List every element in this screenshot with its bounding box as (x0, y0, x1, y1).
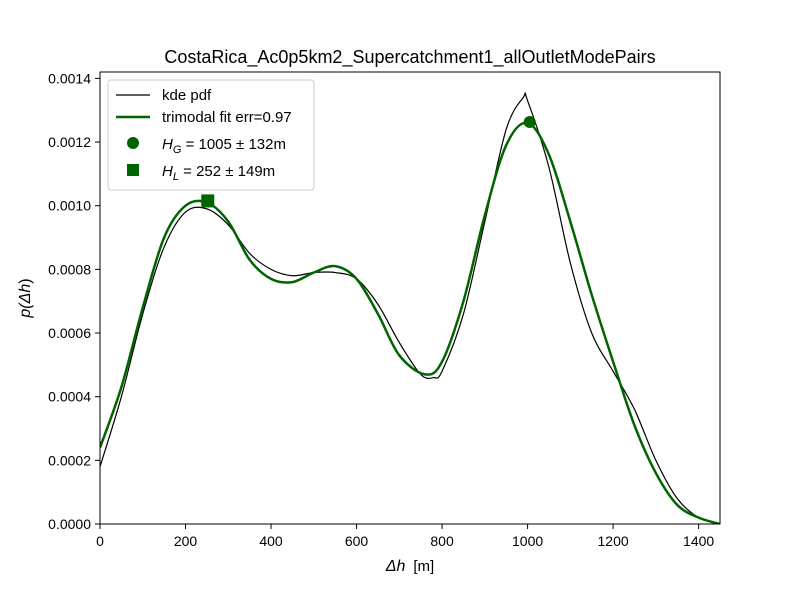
plot-frame (99, 71, 721, 525)
legend-hl-var: H (162, 163, 173, 180)
x-tick-label: 200 (174, 533, 198, 549)
x-axis-label: Δh [m] (385, 558, 434, 575)
legend-box (107, 79, 315, 191)
x-tick-label: 800 (430, 533, 454, 549)
legend-hg-swatch (127, 137, 139, 149)
x-axis: 0 200 400 600 800 1000 1200 1400 (96, 524, 714, 549)
y-tick-label: 0.0012 (48, 134, 91, 150)
x-tick-label: 1200 (598, 533, 629, 549)
legend-hl-rest: = 252 ± 149m (179, 163, 275, 180)
y-tick-label: 0.0004 (48, 389, 91, 405)
y-tick-label: 0.0008 (48, 261, 91, 277)
series-layer (100, 92, 720, 524)
x-axis-label-unit: [m] (413, 558, 434, 575)
x-tick-label: 1400 (683, 533, 714, 549)
marker-h-l (201, 194, 215, 208)
legend-fit-label: trimodal fit err=0.97 (162, 109, 292, 126)
legend-hg-sub: G (173, 144, 182, 156)
series-line-trimodal-fit (100, 121, 720, 524)
y-tick-label: 0.0010 (48, 198, 91, 214)
x-tick-label: 400 (259, 533, 283, 549)
legend-hl-swatch (127, 164, 139, 176)
y-tick-label: 0.0014 (48, 70, 91, 86)
legend-hl-label: HL = 252 ± 149m (162, 163, 275, 183)
legend-hg-var: H (162, 136, 173, 153)
x-tick-label: 600 (345, 533, 369, 549)
marker-layer (201, 115, 536, 208)
legend-hl-sub: L (173, 171, 179, 183)
x-axis-label-var: Δh (385, 558, 406, 575)
y-tick-label: 0.0000 (48, 516, 91, 532)
chart-title: CostaRica_Ac0p5km2_Supercatchment1_allOu… (164, 47, 655, 68)
marker-h-g (523, 115, 536, 128)
plot-area (99, 71, 721, 525)
y-tick-label: 0.0002 (48, 452, 91, 468)
y-axis-label: p(Δh) (17, 278, 34, 318)
y-axis: 0.0000 0.0002 0.0004 0.0006 0.0008 0.0010 0.00… (48, 70, 100, 532)
y-tick-label: 0.0006 (48, 325, 91, 341)
legend: kde pdf trimodal fit err=0.97 HG = 1005 … (107, 79, 315, 191)
legend-hg-label: HG = 1005 ± 132m (162, 136, 286, 156)
x-tick-label: 0 (96, 533, 104, 549)
y-axis-label-var: Δh (17, 284, 34, 305)
x-tick-label: 1000 (512, 533, 543, 549)
y-axis-label-pre: p( (17, 302, 34, 319)
legend-hg-rest: = 1005 ± 132m (181, 136, 286, 153)
legend-kde-label: kde pdf (162, 87, 212, 104)
y-axis-label-post: ) (17, 278, 34, 283)
series-line-kde-pdf (100, 92, 720, 524)
